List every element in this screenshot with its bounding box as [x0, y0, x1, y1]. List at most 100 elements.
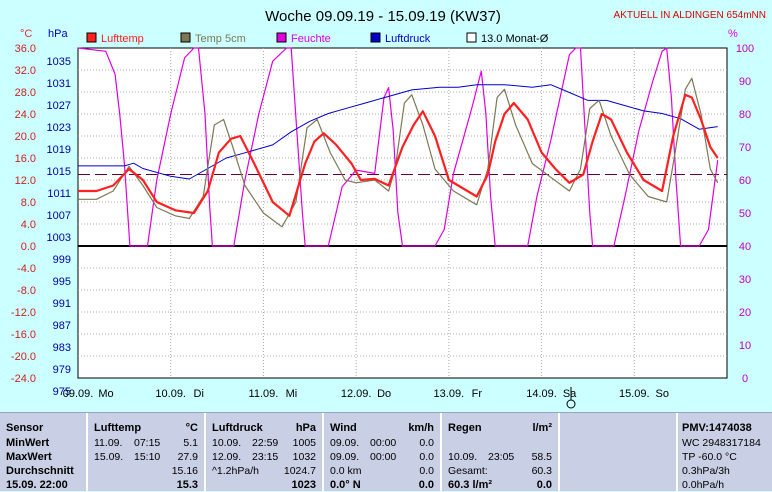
regen-title: Regen — [448, 422, 482, 434]
pmv-tp: TP -60.0 °C — [682, 451, 737, 463]
legend-label: Feuchte — [291, 33, 331, 45]
x-tick-day: Do — [377, 388, 391, 400]
temp-tick-label: -4.0 — [17, 263, 36, 275]
regen-max-date: 10.09. — [448, 451, 478, 463]
temp-tick-label: -16.0 — [11, 329, 36, 341]
wind-current-dir: 0.0° N — [330, 479, 361, 491]
luftdruck-max-val: 1032 — [292, 451, 316, 463]
luftdruck-min-val: 1005 — [292, 437, 316, 449]
humidity-tick-label: 80 — [739, 109, 751, 121]
min-label: MinWert — [6, 437, 50, 449]
wind-distance: 0.0 km — [330, 465, 362, 477]
regen-total-val: 60.3 — [531, 465, 552, 477]
series-lines — [77, 47, 719, 247]
x-tick-labels: 09.09. Mo 10.09. Di 11.09. Mi 12.09. Do 13.09. Fr… — [63, 388, 669, 400]
temp-tick-label: 16.0 — [15, 153, 36, 165]
legend-swatch — [86, 32, 97, 43]
series-luftdruck — [78, 84, 718, 180]
humidity-tick-label: 20 — [739, 307, 751, 319]
wind-min-time: 00:00 — [370, 437, 397, 449]
legend-label: 13.0 Monat-Ø — [481, 33, 549, 45]
stats-panel: Sensor MinWert MaxWert Durchschnitt 15.0… — [0, 412, 772, 491]
pressure-tick-label: 995 — [53, 276, 71, 288]
series-temp-5cm — [78, 77, 719, 228]
regen-max-time: 23:05 — [488, 451, 515, 463]
wind-min-val: 0.0 — [419, 437, 434, 449]
temp-tick-label: 8.0 — [21, 197, 36, 209]
luftdruck-max-date: 12.09. — [212, 451, 242, 463]
wind-max-val: 0.0 — [419, 451, 434, 463]
pressure-tick-label: 1019 — [47, 144, 71, 156]
regen-max-val: 58.5 — [531, 451, 552, 463]
location-note: AKTUELL IN ALDINGEN 654mNN — [614, 10, 766, 21]
pressure-tick-label: 1007 — [47, 210, 71, 222]
series-lufttemp — [78, 93, 719, 217]
regen-total-label: Gesamt: — [448, 465, 488, 477]
wind-min-date: 09.09. — [330, 437, 360, 449]
luftdruck-column: Luftdruck hPa 10.09. 22:59 1005 12.09. 23:15… — [206, 413, 324, 491]
temp-tick-label: -20.0 — [11, 351, 36, 363]
luftdruck-min-date: 10.09. — [212, 437, 242, 449]
y-tick-labels: 36.0 32.0 28.0 24.0 20.0 16.0 12.0 8.0 4.0 0.0 -4.… — [11, 43, 754, 398]
luftdruck-title: Luftdruck — [212, 422, 263, 434]
wind-unit: km/h — [408, 422, 434, 434]
temp-tick-label: 0.0 — [21, 241, 36, 253]
temp-tick-label: 36.0 — [15, 43, 36, 55]
temp-tick-label: 28.0 — [15, 87, 36, 99]
temp-tick-label: 12.0 — [15, 175, 36, 187]
pmv-column: PMV:1474038 WC 2948317184 TP -60.0 °C 0.… — [678, 413, 772, 491]
lufttemp-avg: 15.16 — [171, 465, 198, 477]
luftdruck-avg: 1024.7 — [283, 465, 316, 477]
pmv-trend: 0.3hPa/3h — [682, 465, 730, 477]
wind-avg: 0.0 — [419, 465, 434, 477]
regen-current: 0.0 — [536, 479, 552, 491]
wind-current: 0.0 — [418, 479, 434, 491]
lufttemp-max-time: 15:10 — [134, 451, 161, 463]
x-tick-day: Mi — [286, 388, 298, 400]
pressure-tick-label: 987 — [53, 320, 71, 332]
sun-marker-icon — [566, 387, 576, 409]
x-tick-date: 12.09. — [341, 388, 372, 400]
humidity-tick-label: 90 — [739, 76, 751, 88]
pressure-tick-label: 1031 — [47, 78, 71, 90]
lufttemp-min-time: 07:15 — [134, 437, 161, 449]
wind-max-date: 09.09. — [330, 451, 360, 463]
humidity-tick-label: 60 — [739, 175, 751, 187]
pmv-wc: WC 2948317184 — [682, 437, 761, 449]
avg-label: Durchschnitt — [6, 465, 74, 477]
luftdruck-current: 1023 — [291, 479, 316, 491]
lufttemp-max-date: 15.09. — [94, 451, 124, 463]
legend-swatch — [180, 32, 191, 43]
pressure-tick-label: 979 — [53, 364, 71, 376]
current-label: 15.09. 22:00 — [6, 479, 68, 491]
legend-label: Lufttemp — [101, 33, 144, 45]
regen-unit: l/m² — [532, 422, 552, 434]
pressure-tick-label: 1011 — [47, 188, 71, 200]
humidity-unit: % — [728, 28, 738, 40]
legend-swatch — [466, 32, 477, 43]
regen-current-label: 60.3 l/m² — [448, 479, 493, 491]
pressure-tick-label: 983 — [53, 342, 71, 354]
x-tick-day: So — [656, 388, 669, 400]
luftdruck-trend: ^1.2hPa/h — [212, 465, 259, 477]
temp-unit: °C — [20, 28, 32, 40]
humidity-tick-label: 50 — [739, 208, 751, 220]
pressure-tick-label: 1027 — [47, 100, 71, 112]
x-tick-day: Fr — [472, 388, 483, 400]
x-tick-date: 15.09. — [619, 388, 650, 400]
max-label: MaxWert — [6, 451, 52, 463]
pressure-unit: hPa — [48, 28, 68, 40]
x-tick-date: 11.09. — [249, 388, 279, 400]
pressure-tick-label: 975 — [53, 386, 71, 398]
lufttemp-unit: °C — [185, 422, 198, 434]
chart-title: Woche 09.09.19 - 15.09.19 (KW37) — [265, 8, 501, 25]
luftdruck-min-time: 22:59 — [252, 437, 279, 449]
plot-area — [77, 47, 728, 379]
pressure-tick-label: 1003 — [47, 232, 71, 244]
temp-tick-label: 32.0 — [15, 65, 36, 77]
legend-swatch — [276, 32, 287, 43]
x-tick-day: Di — [194, 388, 204, 400]
humidity-tick-label: 10 — [739, 340, 751, 352]
temp-tick-label: -24.0 — [11, 373, 36, 385]
humidity-tick-label: 100 — [736, 43, 754, 55]
